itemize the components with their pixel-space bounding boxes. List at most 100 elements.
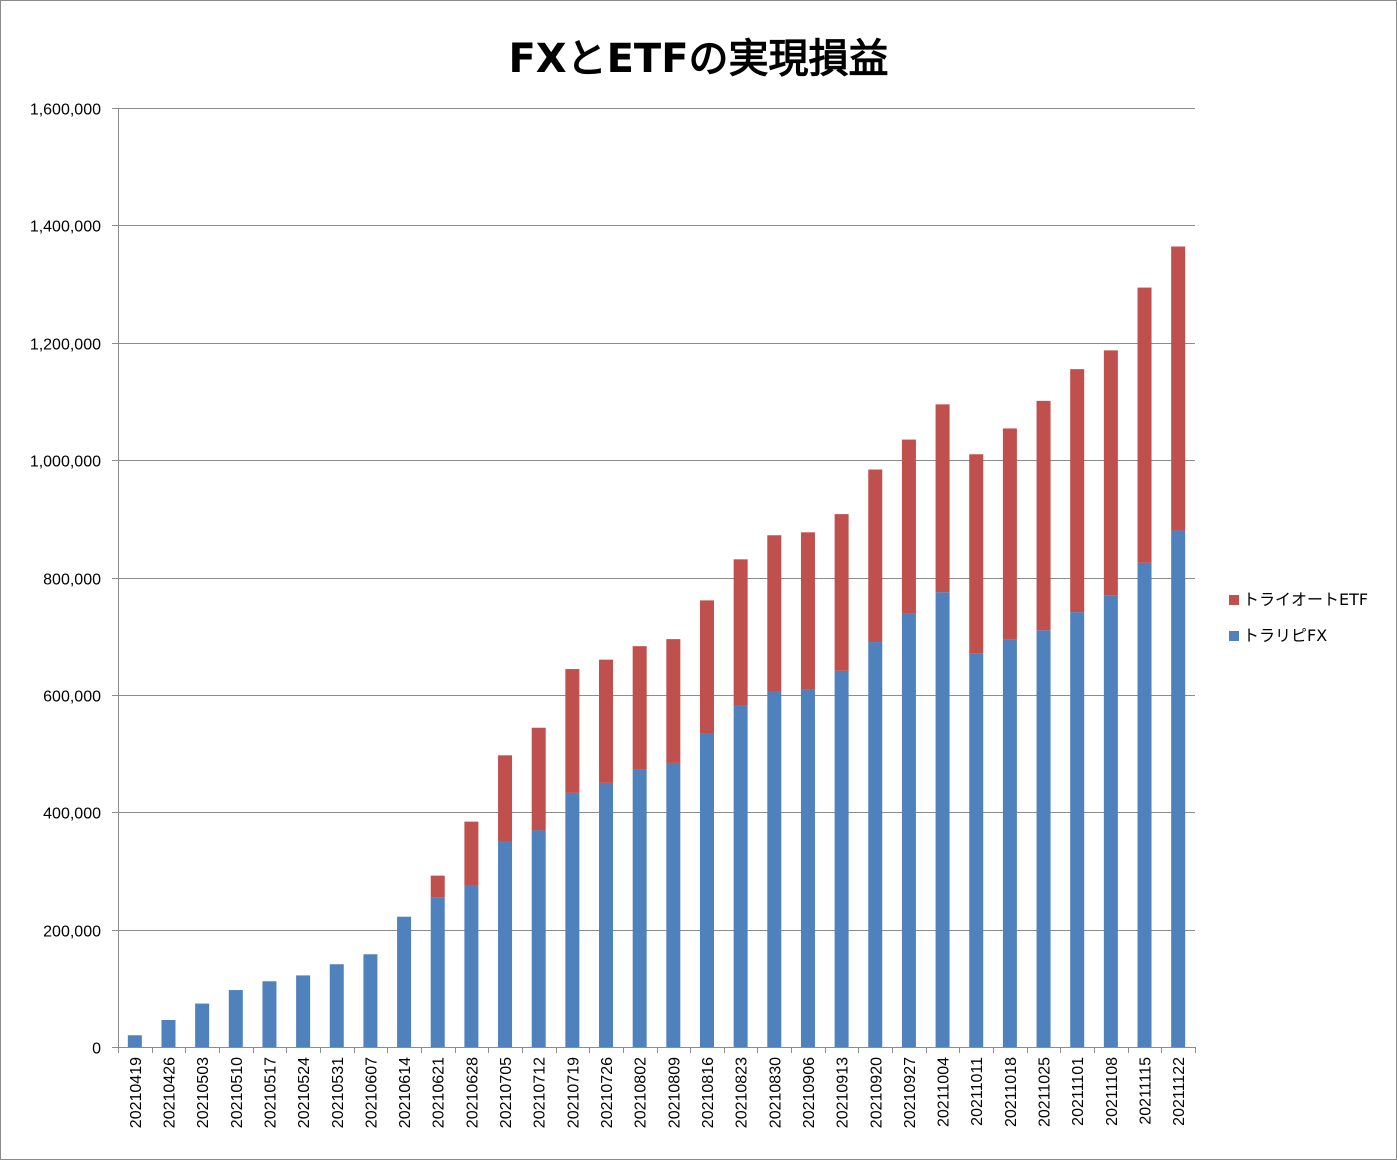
y-tick-label: 400,000 — [43, 806, 101, 823]
bar — [969, 454, 984, 654]
bar — [969, 653, 984, 1047]
bar — [632, 769, 647, 1047]
bar — [666, 762, 681, 1047]
x-tick-label: 20210823 — [734, 1057, 751, 1128]
x-tick-label: 20210614 — [397, 1057, 414, 1128]
bar — [733, 559, 748, 706]
bar — [699, 733, 714, 1047]
x-tick-label: 20211115 — [1138, 1057, 1155, 1125]
bar — [127, 1035, 142, 1047]
legend-label: トラリピFX — [1243, 626, 1327, 645]
y-tick-label: 1,200,000 — [30, 337, 101, 354]
bar — [935, 404, 950, 593]
bar — [329, 964, 344, 1047]
bar — [464, 885, 479, 1047]
bar — [1070, 612, 1085, 1047]
x-tick-label: 20210531 — [330, 1057, 347, 1128]
gridlines — [118, 108, 1195, 931]
y-tick-label: 1,000,000 — [30, 454, 101, 471]
bar — [767, 535, 782, 692]
x-tick-label: 20210830 — [767, 1057, 784, 1128]
legend-swatch — [1229, 631, 1239, 641]
bar — [868, 642, 883, 1047]
bar — [733, 705, 748, 1047]
bar — [834, 670, 849, 1047]
bar — [599, 659, 614, 783]
bar — [498, 841, 513, 1047]
bar — [1137, 287, 1152, 563]
axes: 0 200,000 400,000 600,000 800,000 1,000,000 1,… — [30, 102, 1196, 1128]
bar — [1002, 639, 1017, 1047]
bar — [935, 592, 950, 1047]
x-tick-label: 20210628 — [464, 1057, 481, 1128]
x-tick-label: 20210920 — [868, 1057, 885, 1128]
x-tick-label: 20210607 — [363, 1057, 380, 1128]
x-tick-label: 20210426 — [161, 1057, 178, 1128]
bar — [531, 830, 546, 1047]
x-tick-label: 20210705 — [498, 1057, 515, 1128]
bar — [531, 727, 546, 831]
bars — [127, 246, 1186, 1047]
bar — [1103, 350, 1118, 596]
x-tick-label: 20210927 — [902, 1057, 919, 1128]
y-tick-label: 600,000 — [43, 689, 101, 706]
bar — [430, 875, 445, 898]
legend: トライオートETF トラリピFX — [1229, 590, 1368, 645]
x-tick-label: 20210816 — [700, 1057, 717, 1128]
bar — [599, 782, 614, 1047]
bar — [296, 975, 311, 1047]
bar — [1137, 562, 1152, 1047]
x-tick-label: 20210906 — [801, 1057, 818, 1128]
bar — [228, 990, 243, 1047]
bar — [901, 439, 916, 614]
legend-swatch — [1229, 595, 1239, 605]
bar — [800, 689, 815, 1047]
bar — [1002, 428, 1017, 640]
chart-title: FXとETFの実現損益 — [508, 36, 889, 82]
x-tick-label: 20210419 — [128, 1057, 145, 1128]
x-tick-label: 20211004 — [936, 1057, 953, 1127]
x-tick-label: 20211025 — [1037, 1057, 1054, 1127]
x-tick-label: 20210712 — [532, 1057, 549, 1128]
bar — [834, 514, 849, 671]
bar — [363, 954, 378, 1047]
bar — [430, 897, 445, 1047]
y-tick-label: 1,600,000 — [30, 102, 101, 119]
bar — [1171, 530, 1186, 1047]
x-tick-label: 20210517 — [262, 1057, 279, 1128]
bar — [666, 639, 681, 763]
bar — [397, 916, 412, 1047]
x-tick-label: 20211101 — [1070, 1057, 1087, 1126]
bar — [565, 792, 580, 1047]
x-tick-label: 20211122 — [1171, 1057, 1188, 1126]
x-tick-label: 20211018 — [1003, 1057, 1020, 1127]
bar — [767, 691, 782, 1047]
y-tick-label: 200,000 — [43, 924, 101, 941]
bar — [1103, 595, 1118, 1047]
x-tick-label: 20210503 — [195, 1057, 212, 1128]
bar — [1036, 630, 1051, 1047]
bar — [868, 469, 883, 643]
bar — [195, 1003, 210, 1047]
bar — [1171, 246, 1186, 531]
y-tick-label: 0 — [92, 1041, 101, 1058]
bar — [498, 755, 513, 842]
x-tick-label: 20210510 — [229, 1057, 246, 1128]
x-tick-label: 20210726 — [599, 1057, 616, 1128]
legend-label: トライオートETF — [1243, 590, 1368, 609]
x-tick-label: 20211108 — [1104, 1057, 1121, 1126]
bar — [565, 669, 580, 793]
bar — [161, 1020, 176, 1047]
y-tick-label: 800,000 — [43, 572, 101, 589]
bar — [1070, 369, 1085, 613]
x-tick-label: 20210802 — [633, 1057, 650, 1128]
y-tick-label: 1,400,000 — [30, 219, 101, 236]
x-tick-label: 20210621 — [431, 1057, 448, 1128]
bar — [901, 613, 916, 1047]
bar — [1036, 400, 1051, 631]
bar — [699, 600, 714, 734]
bar — [262, 981, 277, 1047]
bar — [464, 821, 479, 886]
